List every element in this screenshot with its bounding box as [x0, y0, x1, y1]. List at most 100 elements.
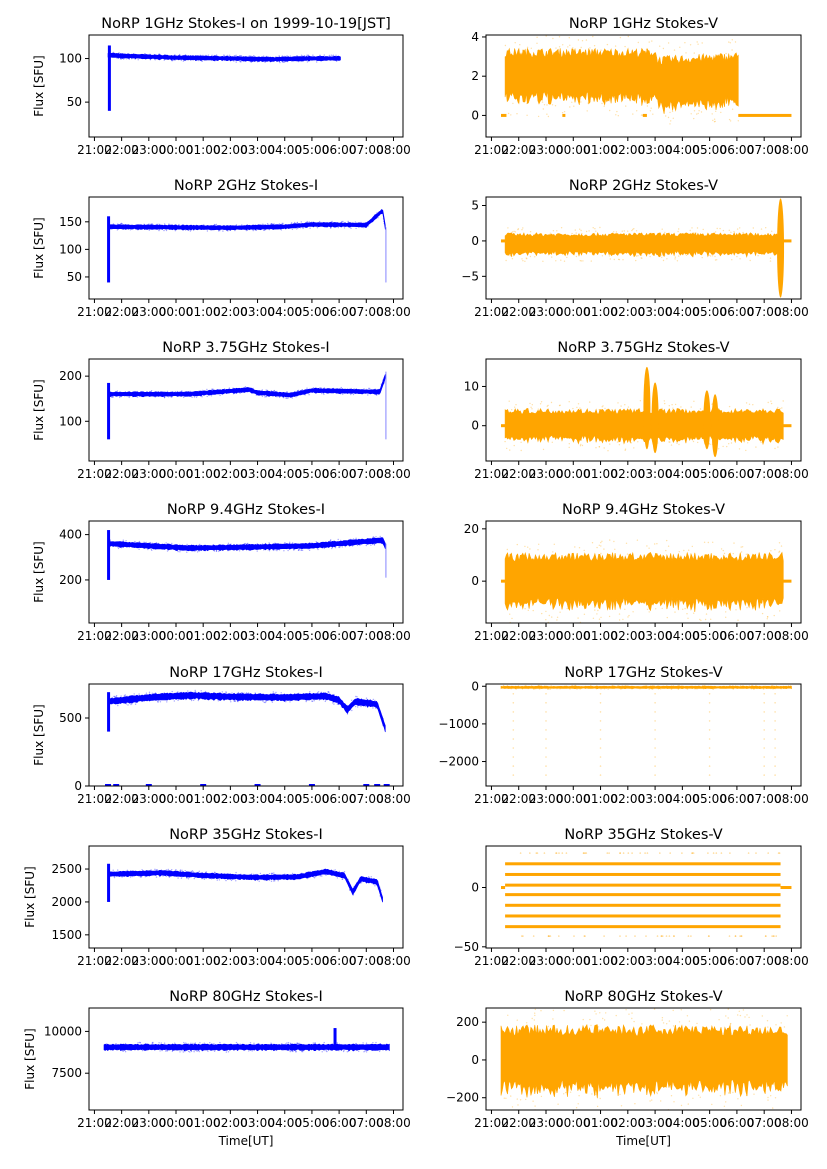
data-point [270, 1042, 272, 1044]
data-zero-marker [254, 784, 261, 786]
data-dropout-point [545, 774, 547, 776]
data-point [163, 396, 166, 399]
data-point [333, 540, 335, 542]
data-point [773, 614, 775, 617]
x-tick-label: 04:00 [665, 305, 700, 319]
data-point [291, 542, 294, 544]
data-point [511, 258, 514, 260]
y-tick-label: 10 [464, 379, 479, 393]
panel-title: NoRP 17GHz Stokes-V [564, 665, 722, 681]
data-point [704, 618, 707, 621]
y-tick-label: 5 [471, 199, 479, 213]
data-point [210, 878, 213, 880]
data-point [156, 542, 158, 545]
data-point [170, 396, 172, 398]
data-point [625, 105, 627, 107]
data-point [365, 222, 367, 224]
data-point [287, 549, 289, 552]
data-point [183, 396, 185, 399]
data-point [693, 400, 695, 402]
data-point [767, 233, 769, 235]
data-point [276, 396, 278, 398]
data-dropout-point [763, 765, 765, 767]
data-point [202, 389, 204, 392]
data-point [770, 1095, 772, 1097]
data-dropout-point [545, 747, 547, 749]
data-tail [385, 227, 387, 283]
axes-frame [485, 683, 802, 787]
data-point [286, 1042, 288, 1044]
data-point [163, 692, 165, 694]
data-point [203, 1042, 205, 1044]
data-point [380, 889, 382, 892]
data-dropout-point [654, 774, 656, 776]
data-point [331, 702, 334, 704]
data-point [239, 392, 241, 394]
data-point [764, 935, 767, 937]
data-point [296, 1042, 298, 1045]
axes-frame [485, 845, 802, 949]
data-point [771, 230, 773, 232]
data-point [214, 871, 216, 873]
data-point [693, 117, 695, 120]
data-point [141, 390, 143, 393]
data-point [311, 700, 313, 702]
data-point [569, 106, 571, 108]
data-point [154, 396, 156, 398]
x-tick-label: 05:00 [692, 954, 727, 968]
data-point [306, 220, 308, 223]
data-burst [703, 390, 711, 450]
x-tick-label: 02:00 [611, 792, 646, 806]
data-point [580, 101, 582, 103]
data-point [181, 390, 183, 392]
data-point [378, 1050, 381, 1053]
data-dropout-point [512, 738, 515, 740]
data-point [678, 255, 680, 257]
data-point [131, 875, 133, 878]
data-point [727, 1092, 730, 1094]
data-point [607, 450, 609, 452]
data-point [115, 695, 117, 698]
plot-area [501, 852, 792, 937]
data-point [702, 685, 704, 687]
data-point [132, 228, 134, 230]
data-point [144, 542, 147, 544]
data-point [376, 212, 378, 214]
data-point [617, 685, 619, 687]
x-tick-label: 07:00 [747, 467, 782, 481]
data-point [265, 389, 267, 391]
data-point [683, 549, 685, 552]
x-tick-label: 03:00 [638, 954, 673, 968]
data-point [239, 55, 241, 57]
data-point [213, 1050, 216, 1053]
data-point [619, 852, 621, 854]
data-point [503, 1097, 505, 1099]
data-point [141, 875, 143, 877]
data-point [319, 387, 321, 389]
data-point [164, 54, 166, 56]
data-point [287, 1042, 290, 1044]
data-point [606, 852, 609, 854]
data-point [632, 113, 634, 115]
data-point [250, 61, 253, 63]
data-point [151, 542, 154, 544]
data-point [232, 387, 234, 389]
data-point [677, 687, 679, 690]
data-point [185, 1049, 188, 1052]
data-point [165, 875, 167, 877]
data-point [591, 542, 594, 544]
data-point [134, 58, 136, 60]
data-point [382, 379, 384, 381]
data-point [697, 43, 699, 45]
axes-frame [485, 520, 802, 624]
data-point [240, 61, 242, 63]
data-point [522, 935, 524, 937]
data-point [129, 876, 132, 878]
x-tick-label: 02:00 [611, 1116, 646, 1130]
data-point [741, 546, 744, 548]
data-point [664, 231, 666, 234]
data-point [373, 544, 376, 546]
data-point [117, 546, 119, 548]
data-point [256, 543, 259, 545]
data-point [365, 1051, 368, 1053]
